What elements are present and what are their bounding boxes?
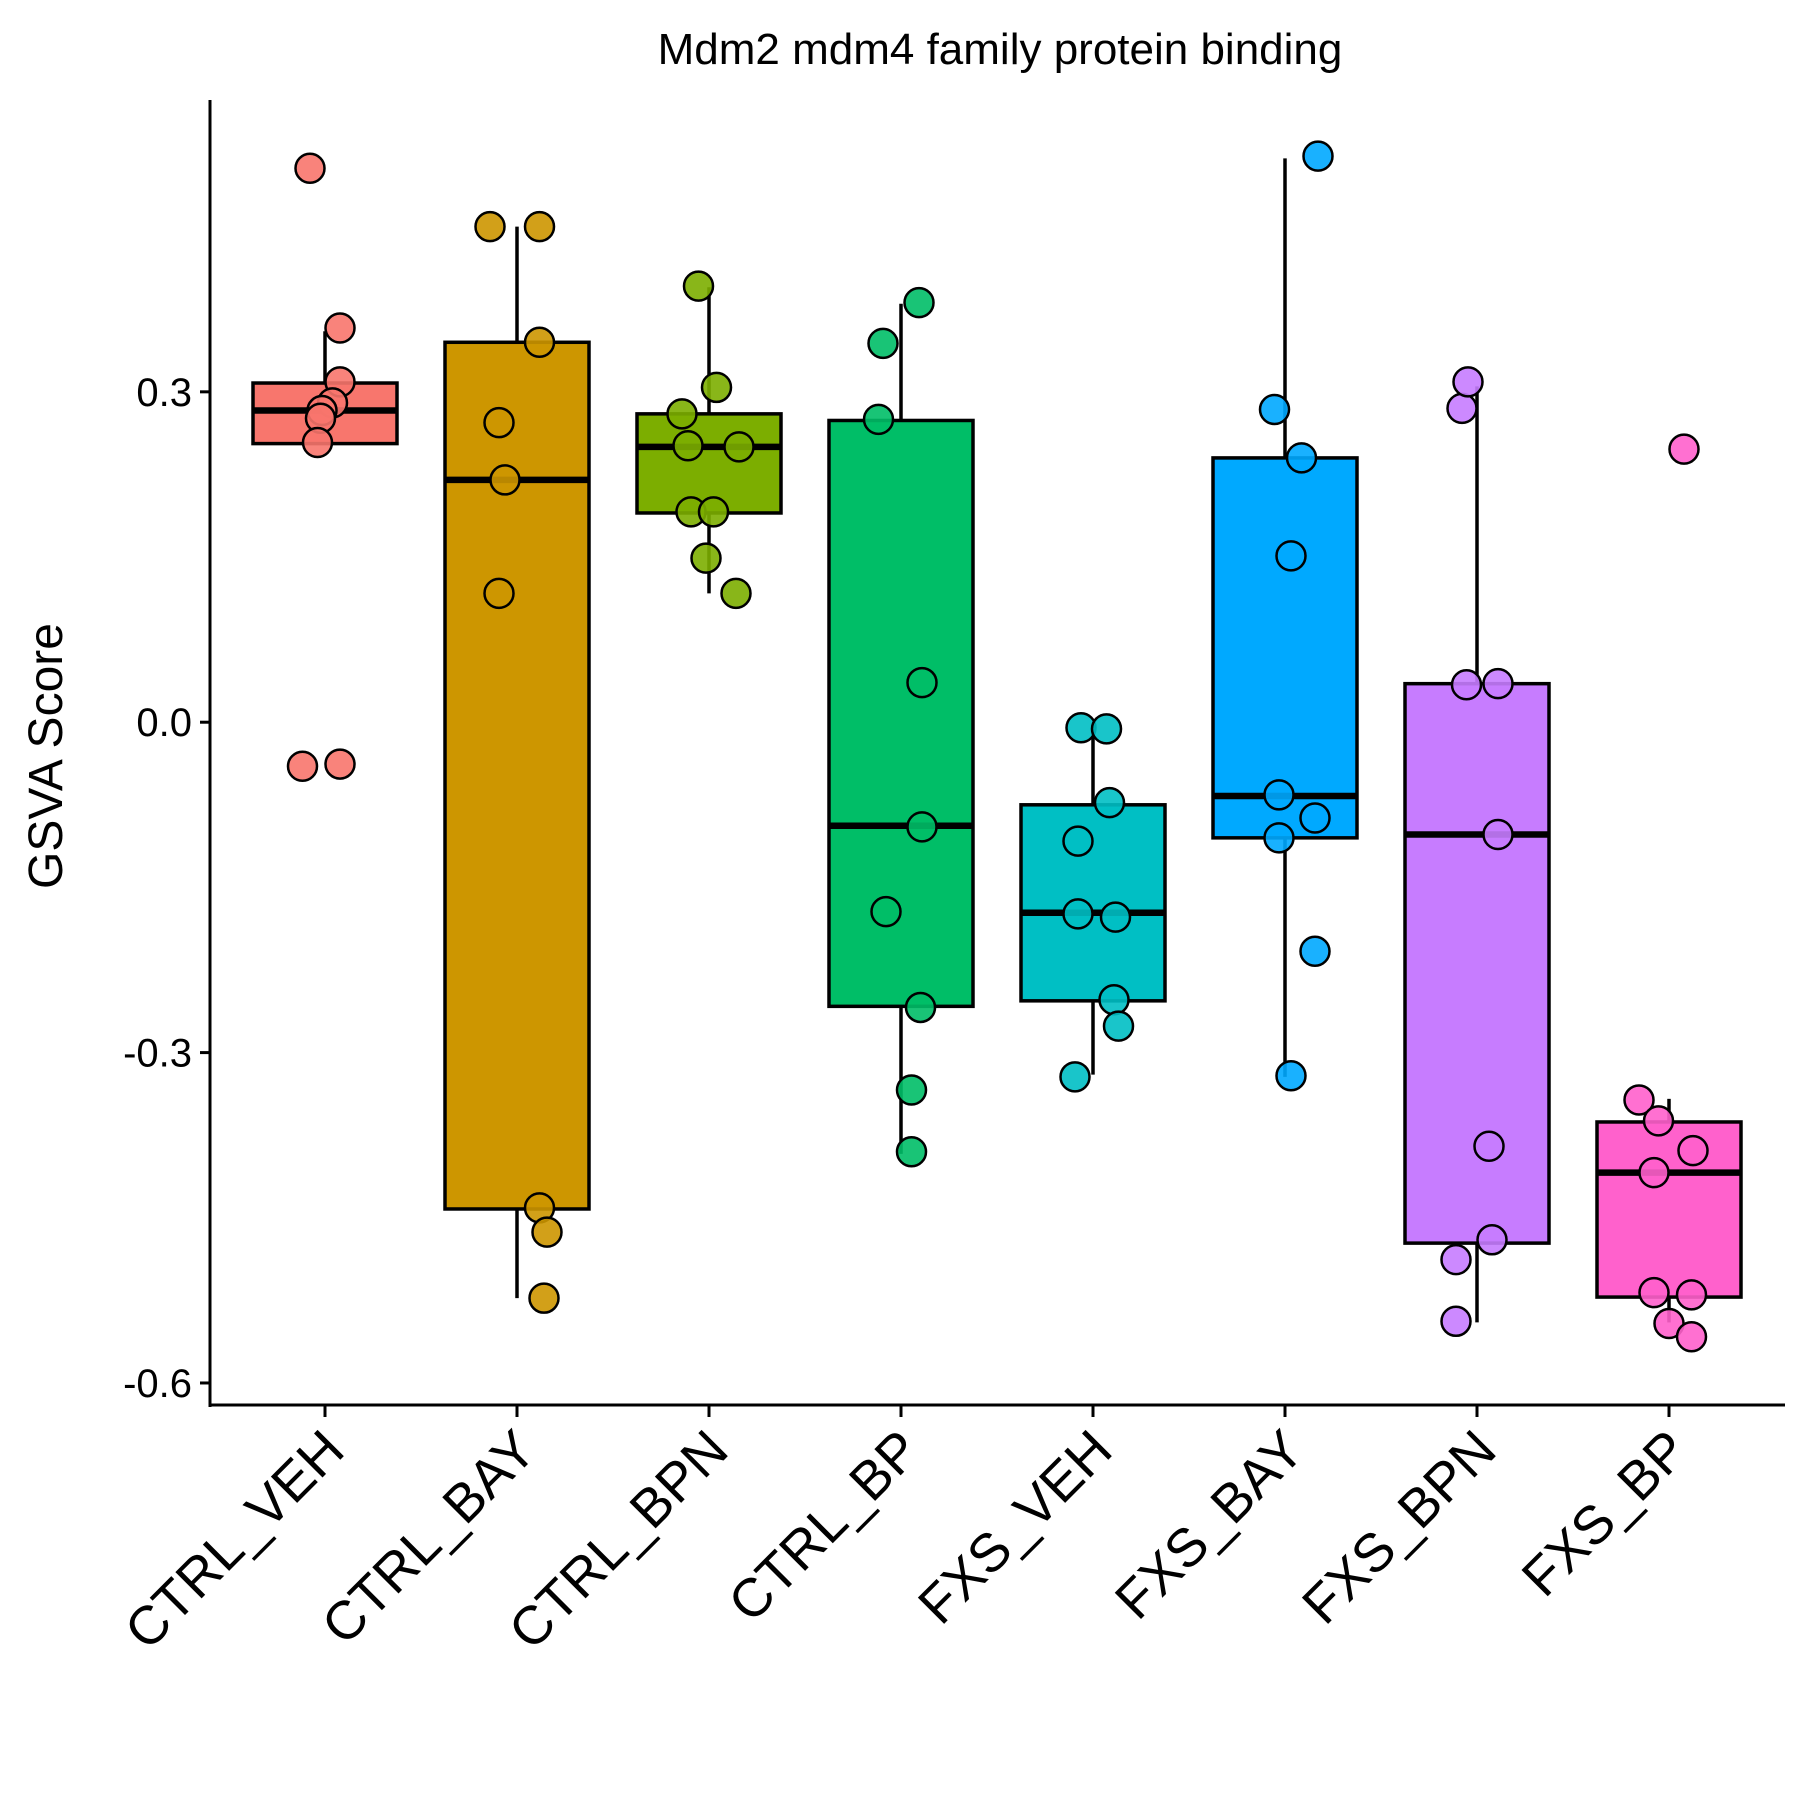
data-point — [870, 895, 902, 928]
data-point — [1258, 393, 1291, 426]
data-point — [682, 270, 715, 302]
plot-area: 0.30.0-0.3-0.6CTRL_VEHCTRL_BAYCTRL_BPNCT… — [114, 100, 1785, 1661]
data-point — [1446, 392, 1478, 425]
data-point — [867, 327, 899, 360]
data-point — [1638, 1276, 1670, 1309]
data-point — [1675, 1320, 1708, 1353]
box-fxs-bp — [1595, 433, 1743, 1353]
x-tick-label: FXS_VEH — [907, 1419, 1123, 1635]
data-point — [720, 577, 752, 610]
y-tick-label: 0.3 — [136, 371, 192, 415]
data-point — [1482, 818, 1514, 851]
y-tick-label: -0.3 — [123, 1032, 192, 1076]
chart-title: Mdm2 mdm4 family protein binding — [658, 25, 1343, 74]
box-fxs-bay — [1211, 140, 1359, 1092]
box-fxs-veh — [1019, 711, 1167, 1093]
data-point — [1275, 1059, 1307, 1092]
data-point — [906, 811, 938, 843]
x-tick-label: FXS_BAY — [1104, 1419, 1316, 1631]
data-point — [697, 496, 730, 528]
data-point — [1677, 1134, 1709, 1167]
data-point — [1482, 667, 1514, 700]
data-point — [862, 403, 895, 436]
data-point — [666, 398, 698, 430]
y-axis-label: GSVA Score — [20, 623, 73, 889]
data-point — [1090, 713, 1123, 745]
box-fxs-bpn — [1403, 366, 1551, 1338]
data-point — [1638, 1156, 1670, 1189]
box-body — [1019, 803, 1167, 1003]
data-point — [1452, 366, 1484, 398]
data-point — [286, 750, 319, 783]
box-body — [1595, 1120, 1743, 1299]
data-point — [523, 326, 556, 359]
data-point — [904, 991, 937, 1024]
data-point — [1302, 140, 1334, 172]
data-point — [895, 1135, 928, 1168]
box-ctrl-veh — [251, 152, 399, 783]
box-ctrl-bp — [827, 286, 975, 1168]
data-point — [1059, 1061, 1091, 1093]
data-point — [1476, 1224, 1508, 1256]
data-point — [294, 152, 326, 185]
data-point — [531, 1216, 563, 1248]
y-tick-label: 0.0 — [136, 701, 192, 745]
data-point — [1299, 935, 1331, 968]
data-point — [489, 464, 521, 496]
data-point — [1263, 779, 1295, 811]
y-tick-label: -0.6 — [123, 1362, 192, 1406]
data-point — [474, 210, 506, 243]
data-point — [895, 1074, 928, 1106]
data-point — [1275, 540, 1307, 572]
data-point — [1102, 1010, 1135, 1042]
data-point — [672, 430, 704, 462]
data-point — [483, 406, 515, 439]
box-ctrl-bpn — [635, 270, 783, 610]
x-tick-label: FXS_BPN — [1291, 1419, 1507, 1635]
data-point — [324, 748, 356, 780]
data-point — [1440, 1305, 1472, 1338]
data-point — [528, 1282, 560, 1314]
data-point — [1062, 898, 1094, 930]
data-point — [324, 312, 356, 344]
data-point — [483, 577, 515, 610]
data-point — [1093, 786, 1126, 819]
data-point — [1642, 1105, 1675, 1137]
data-point — [1623, 1084, 1655, 1116]
data-point — [1099, 901, 1132, 933]
box-body — [1403, 681, 1551, 1245]
data-point — [1263, 822, 1295, 854]
data-point — [1450, 669, 1483, 701]
box-body — [1211, 456, 1359, 840]
x-tick-label: FXS_BP — [1511, 1419, 1700, 1608]
data-point — [1440, 1243, 1472, 1276]
x-tick-label: CTRL_VEH — [114, 1419, 356, 1661]
data-point — [523, 210, 556, 243]
data-point — [700, 371, 733, 404]
data-point — [903, 286, 935, 319]
data-point — [690, 542, 722, 574]
data-point — [1668, 433, 1700, 465]
data-point — [1098, 983, 1130, 1016]
data-point — [1675, 1279, 1708, 1311]
x-tick-label: CTRL_BP — [717, 1419, 931, 1633]
box-body — [827, 418, 975, 1009]
data-point — [906, 666, 938, 699]
data-point — [1062, 825, 1094, 857]
data-point — [1285, 442, 1318, 474]
box-ctrl-bay — [443, 210, 591, 1314]
data-point — [1473, 1130, 1505, 1162]
data-point — [1299, 802, 1331, 834]
data-point — [301, 426, 334, 459]
data-point — [723, 431, 755, 463]
